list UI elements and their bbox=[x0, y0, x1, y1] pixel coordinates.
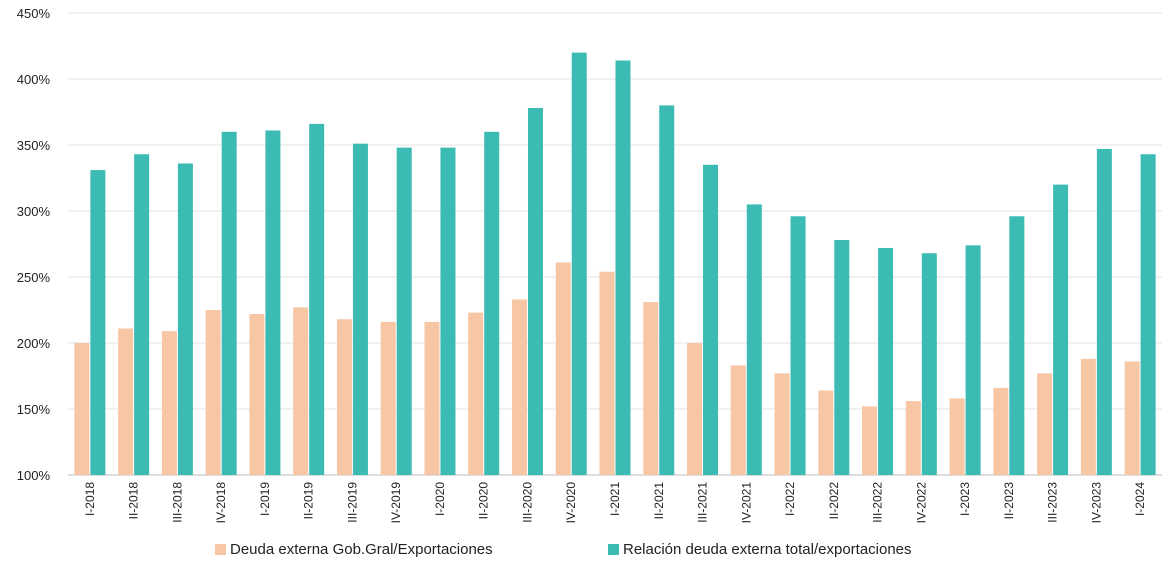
bar-series-1-II-2019 bbox=[293, 307, 309, 475]
bar-series-2-I-2018 bbox=[90, 170, 106, 475]
x-tick-label: IV-2020 bbox=[564, 482, 578, 524]
x-axis-ticks: I-2018 II-2018 III-2018 IV-2018 I-2019 II-201… bbox=[83, 482, 1147, 524]
bar-series-1-II-2020 bbox=[468, 312, 484, 475]
x-tick-label: I-2019 bbox=[258, 482, 272, 516]
bar-series-2-I-2020 bbox=[440, 147, 456, 475]
x-tick-label: IV-2021 bbox=[739, 482, 753, 524]
bar-series-1-III-2023 bbox=[1037, 373, 1053, 475]
bar-series-2-IV-2020 bbox=[571, 52, 587, 475]
bar-series-1-IV-2020 bbox=[555, 262, 571, 475]
bar-series-2-IV-2018 bbox=[221, 131, 237, 476]
bar-series-2-IV-2021 bbox=[746, 204, 762, 475]
x-tick-label: II-2022 bbox=[827, 482, 841, 520]
legend-item-series-2: Relación deuda externa total/exportacion… bbox=[608, 541, 912, 558]
y-tick-label: 350% bbox=[17, 138, 51, 153]
bar-series-1-III-2021 bbox=[687, 343, 703, 475]
bar-series-1-I-2023 bbox=[949, 398, 965, 475]
bar-series-2-III-2023 bbox=[1053, 184, 1069, 475]
bar-series-2-III-2022 bbox=[878, 247, 894, 475]
legend-swatch-series-2 bbox=[608, 544, 619, 555]
legend-swatch-series-1 bbox=[215, 544, 226, 555]
x-tick-label: III-2023 bbox=[1046, 482, 1060, 523]
bar-series-2-IV-2023 bbox=[1096, 148, 1112, 475]
y-tick-label: 150% bbox=[17, 402, 51, 417]
x-tick-label: IV-2023 bbox=[1089, 482, 1103, 524]
bar-series-2-III-2021 bbox=[703, 164, 719, 476]
bar-series-2-II-2018 bbox=[134, 154, 150, 476]
bar-series-1-IV-2018 bbox=[205, 310, 221, 475]
y-tick-label: 450% bbox=[17, 6, 51, 21]
y-tick-label: 200% bbox=[17, 336, 51, 351]
x-tick-label: III-2019 bbox=[345, 482, 359, 523]
bar-series-1-IV-2019 bbox=[380, 321, 396, 475]
bar-series-2-II-2022 bbox=[834, 240, 850, 475]
bar-series-1-III-2018 bbox=[161, 331, 177, 475]
bar-series-1-III-2022 bbox=[862, 406, 878, 475]
x-tick-label: I-2018 bbox=[83, 482, 97, 516]
legend-label-series-2: Relación deuda externa total/exportacion… bbox=[623, 541, 912, 558]
bar-series-1-IV-2023 bbox=[1080, 358, 1096, 475]
x-tick-label: IV-2019 bbox=[389, 482, 403, 524]
bar-series-1-II-2018 bbox=[118, 328, 134, 475]
bar-series-1-IV-2021 bbox=[730, 365, 746, 475]
legend-label-series-1: Deuda externa Gob.Gral/Exportaciones bbox=[230, 541, 493, 558]
x-tick-label: II-2021 bbox=[652, 482, 666, 520]
x-tick-label: III-2018 bbox=[170, 482, 184, 523]
bar-series-1-I-2018 bbox=[74, 343, 90, 475]
x-tick-label: III-2021 bbox=[696, 482, 710, 523]
y-tick-label: 300% bbox=[17, 204, 51, 219]
bar-series-2-IV-2022 bbox=[921, 253, 937, 475]
bar-series-1-I-2024 bbox=[1124, 361, 1140, 475]
bar-series-2-II-2021 bbox=[659, 105, 675, 476]
bar-series-2-II-2019 bbox=[309, 123, 325, 475]
bars bbox=[74, 52, 1156, 476]
bar-series-2-II-2020 bbox=[484, 131, 500, 476]
bar-series-2-III-2019 bbox=[352, 143, 368, 475]
x-tick-label: IV-2022 bbox=[914, 482, 928, 524]
bar-series-1-I-2020 bbox=[424, 321, 440, 475]
bar-series-1-I-2019 bbox=[249, 313, 265, 475]
x-tick-label: I-2024 bbox=[1133, 482, 1147, 516]
x-tick-label: II-2023 bbox=[1002, 482, 1016, 520]
bar-series-1-I-2021 bbox=[599, 271, 615, 475]
x-tick-label: III-2022 bbox=[871, 482, 885, 523]
bar-series-1-III-2020 bbox=[511, 299, 527, 475]
x-tick-label: II-2018 bbox=[127, 482, 141, 520]
bar-series-2-III-2018 bbox=[177, 163, 193, 476]
bar-series-2-I-2024 bbox=[1140, 154, 1156, 476]
bar-series-2-I-2022 bbox=[790, 216, 806, 475]
bar-series-2-I-2021 bbox=[615, 60, 631, 476]
bar-series-2-II-2023 bbox=[1009, 216, 1025, 475]
bar-series-2-I-2023 bbox=[965, 245, 981, 475]
legend: Deuda externa Gob.Gral/Exportaciones Rel… bbox=[0, 541, 1164, 563]
x-tick-label: I-2023 bbox=[958, 482, 972, 516]
bar-series-1-II-2021 bbox=[643, 302, 659, 475]
bar-series-1-I-2022 bbox=[774, 373, 790, 475]
bar-series-1-II-2022 bbox=[818, 390, 834, 475]
x-tick-label: I-2020 bbox=[433, 482, 447, 516]
y-tick-label: 400% bbox=[17, 72, 51, 87]
y-axis-ticks: 100% 150% 200% 250% 300% 350% 400% 450% bbox=[17, 6, 51, 483]
bar-chart: 100%150%200%250%300%350%400%450% I-2018 I… bbox=[17, 6, 1162, 524]
bar-series-2-III-2020 bbox=[527, 108, 543, 475]
y-tick-label: 250% bbox=[17, 270, 51, 285]
x-tick-label: II-2019 bbox=[302, 482, 316, 520]
x-tick-label: II-2020 bbox=[477, 482, 491, 520]
x-tick-label: I-2022 bbox=[783, 482, 797, 516]
x-tick-label: IV-2018 bbox=[214, 482, 228, 524]
y-tick-label: 100% bbox=[17, 468, 51, 483]
x-tick-label: I-2021 bbox=[608, 482, 622, 516]
bar-series-2-IV-2019 bbox=[396, 147, 412, 475]
bar-series-1-IV-2022 bbox=[905, 401, 921, 475]
x-tick-label: III-2020 bbox=[520, 482, 534, 523]
legend-item-series-1: Deuda externa Gob.Gral/Exportaciones bbox=[215, 541, 493, 558]
bar-series-2-I-2019 bbox=[265, 130, 281, 476]
bar-series-1-III-2019 bbox=[336, 319, 352, 475]
bar-series-1-II-2023 bbox=[993, 387, 1009, 475]
